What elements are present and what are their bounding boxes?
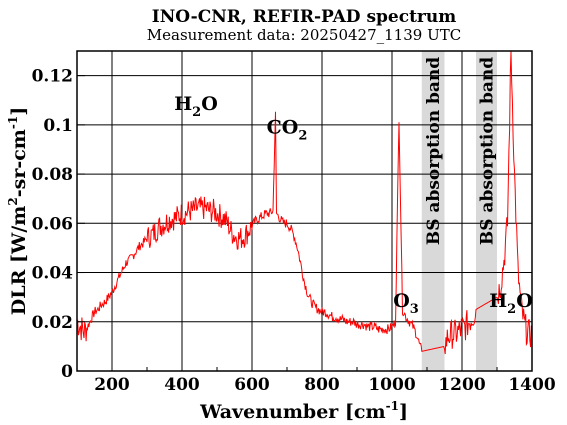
y-tick-labels: 0 0.02 0.04 0.06 0.08 0.1 0.12 <box>32 67 74 382</box>
y-tick-label: 0.08 <box>32 165 73 185</box>
ticks-layer <box>76 75 533 372</box>
chart-subtitle: Measurement data: 20250427_1139 UTC <box>147 26 461 44</box>
y-axis-label-sup2: -1 <box>6 116 20 129</box>
y-tick-label: 0.06 <box>32 214 73 234</box>
x-axis-label-base: Wavenumber [cm <box>199 401 386 423</box>
species-label-base: CO <box>267 116 299 138</box>
y-axis-label-p3: ] <box>8 107 30 116</box>
plot-frame <box>76 50 533 372</box>
spectrum-line <box>76 50 533 355</box>
chart-title: INO-CNR, REFIR-PAD spectrum <box>152 7 456 27</box>
plot-area: BS absorption band BS absorption band H2O… <box>76 50 533 372</box>
x-tick-labels: 200 400 600 800 1000 1200 1400 <box>94 375 556 395</box>
species-label-sub: 2 <box>298 128 307 143</box>
band-label-1: BS absorption band <box>424 57 444 245</box>
species-label-4: H2O <box>489 290 533 317</box>
absorption-band-2 <box>476 51 497 371</box>
species-label-3: O3 <box>393 290 419 317</box>
y-tick-label: 0.12 <box>32 67 73 87</box>
species-label-tail: O <box>516 290 533 312</box>
band-labels-layer: BS absorption band BS absorption band <box>424 57 497 245</box>
y-axis-label: DLR [W/m2-sr-cm-1] <box>6 107 30 315</box>
band-label-2: BS absorption band <box>478 57 498 245</box>
x-tick-label: 400 <box>164 375 200 395</box>
species-label-base: H <box>174 93 192 115</box>
species-label-base: O <box>393 290 410 312</box>
species-label-1: H2O <box>174 93 218 120</box>
x-axis-label: Wavenumber [cm-1] <box>199 399 408 423</box>
y-axis-label-sup1: 2 <box>6 197 20 205</box>
y-tick-label: 0.02 <box>32 313 73 333</box>
x-tick-label: 600 <box>234 375 270 395</box>
absorption-band-1 <box>421 51 445 371</box>
y-tick-label: 0.04 <box>32 264 74 284</box>
x-tick-label: 1000 <box>368 375 415 395</box>
species-label-sub: 3 <box>410 302 419 317</box>
bands-layer <box>421 51 497 371</box>
y-tick-label: 0 <box>61 362 73 382</box>
species-label-tail: O <box>201 93 218 115</box>
x-axis-label-sup: -1 <box>386 399 399 413</box>
species-label-2: CO2 <box>267 116 308 143</box>
y-axis-label-p2: -sr-cm <box>8 129 30 197</box>
x-tick-label: 1200 <box>438 375 485 395</box>
y-tick-label: 0.1 <box>43 116 73 136</box>
species-label-sub: 2 <box>507 302 516 317</box>
species-label-base: H <box>489 290 507 312</box>
series-layer <box>76 50 533 355</box>
x-tick-label: 1400 <box>508 375 555 395</box>
plot-background <box>77 51 532 371</box>
x-tick-label: 800 <box>304 375 340 395</box>
x-axis-label-tail: ] <box>399 401 408 423</box>
species-label-sub: 2 <box>192 105 201 120</box>
x-tick-label: 200 <box>94 375 130 395</box>
y-axis-label-p1: DLR [W/m <box>8 206 30 316</box>
